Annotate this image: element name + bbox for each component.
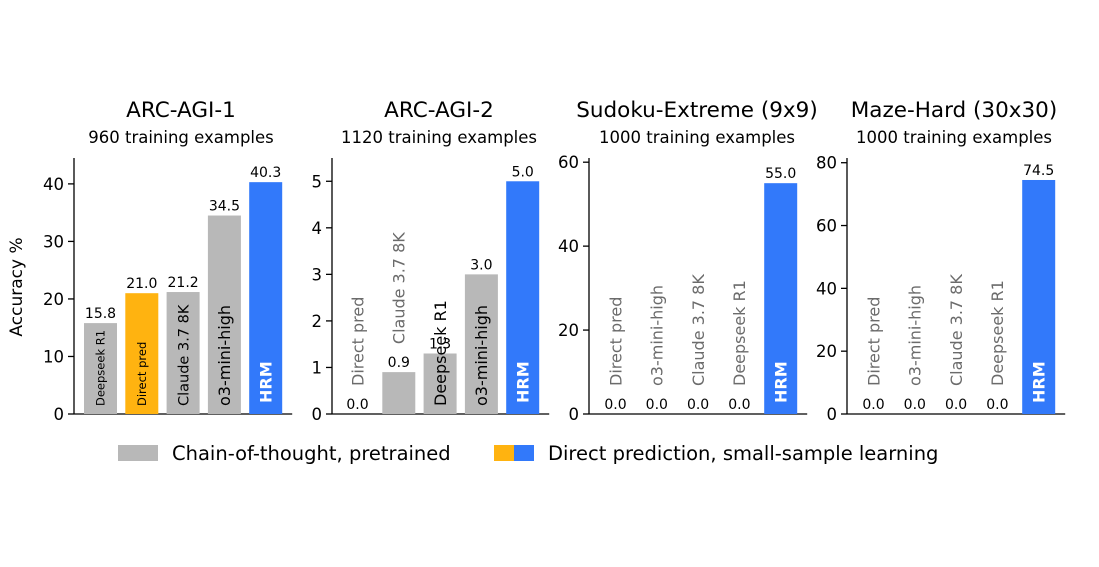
- y-tick-label: 80: [816, 154, 837, 173]
- legend-swatch: [514, 445, 534, 461]
- y-tick-label: 10: [43, 347, 64, 366]
- y-tick-label: 5: [312, 172, 323, 191]
- category-label: HRM: [513, 361, 532, 403]
- category-label: o3-mini-high: [648, 285, 667, 386]
- value-label: 0.0: [728, 397, 750, 413]
- legend-swatch: [118, 445, 158, 461]
- value-label: 0.0: [646, 397, 668, 413]
- legend-label: Direct prediction, small-sample learning: [548, 442, 938, 465]
- category-label: Deepseek R1: [988, 280, 1007, 386]
- y-tick-label: 0: [827, 405, 838, 424]
- panel-subtitle: 1000 training examples: [856, 128, 1052, 147]
- category-label: Direct pred: [135, 342, 149, 406]
- category-label: Claude 3.7 8K: [390, 232, 409, 344]
- y-tick-label: 0: [54, 405, 65, 424]
- value-label: 34.5: [209, 199, 240, 215]
- category-label: Claude 3.7 8K: [947, 274, 966, 386]
- legend-swatch: [494, 445, 514, 461]
- category-label: o3-mini-high: [215, 305, 234, 406]
- bar-deepseek-r1: [423, 353, 457, 414]
- value-label: 5.0: [512, 164, 534, 180]
- y-tick-label: 1: [312, 358, 323, 377]
- bar-hrm: [506, 181, 540, 414]
- bar-hrm: [1022, 179, 1056, 414]
- category-label: Claude 3.7 8K: [176, 304, 192, 406]
- y-tick-label: 2: [312, 312, 323, 331]
- y-axis-label: Accuracy %: [7, 237, 27, 336]
- value-label: 40.3: [250, 165, 281, 181]
- value-label: 55.0: [765, 166, 796, 182]
- value-label: 1.3: [429, 336, 451, 352]
- y-tick-label: 20: [558, 321, 579, 340]
- bar-claude-3-7-8k: [382, 372, 416, 414]
- category-label: Deepseek R1: [431, 300, 450, 406]
- legend: Chain-of-thought, pretrained Direct predi…: [118, 442, 938, 465]
- y-tick-label: 40: [43, 175, 64, 194]
- panel-2: ARC-AGI-2 1120 training examples 0 1 2 3 4 5 0.0…: [312, 98, 550, 424]
- category-label: HRM: [256, 361, 275, 403]
- legend-item-2: Direct prediction, small-sample learning: [494, 442, 938, 465]
- value-label: 0.0: [862, 397, 884, 413]
- panel-4: Maze-Hard (30x30) 1000 training examples 0…: [816, 98, 1066, 424]
- y-tick-label: 60: [558, 153, 579, 172]
- bar-o3-mini-high: [464, 274, 498, 414]
- value-label: 15.8: [85, 306, 116, 322]
- legend-label: Chain-of-thought, pretrained: [172, 442, 451, 465]
- y-tick-label: 20: [816, 342, 837, 361]
- legend-item-1: Chain-of-thought, pretrained: [118, 442, 451, 465]
- bar-hrm: [764, 183, 798, 414]
- category-label: Direct pred: [864, 297, 883, 386]
- bar-deepseek-r1: [84, 323, 117, 414]
- category-label: HRM: [771, 361, 790, 403]
- panel-subtitle: 1120 training examples: [341, 128, 537, 147]
- y-tick-label: 40: [816, 279, 837, 298]
- y-tick-label: 30: [43, 232, 64, 251]
- panel-3: Sudoku-Extreme (9x9) 1000 training exampl…: [558, 98, 818, 424]
- y-tick-label: 0: [312, 405, 323, 424]
- value-label: 21.2: [168, 275, 199, 291]
- y-tick-label: 3: [312, 265, 323, 284]
- value-label: 0.9: [388, 355, 410, 371]
- value-label: 0.0: [687, 397, 709, 413]
- category-label: HRM: [1029, 361, 1048, 403]
- panel-title: Maze-Hard (30x30): [851, 98, 1058, 123]
- value-label: 0.0: [986, 397, 1008, 413]
- category-label: o3-mini-high: [906, 285, 925, 386]
- panel-title: Sudoku-Extreme (9x9): [576, 98, 817, 123]
- bar-o3-mini-high: [207, 215, 241, 414]
- category-label: Claude 3.7 8K: [689, 274, 708, 386]
- category-label: o3-mini-high: [472, 305, 491, 406]
- y-tick-label: 20: [43, 290, 64, 309]
- y-tick-label: 0: [569, 405, 580, 424]
- value-label: 0.0: [604, 397, 626, 413]
- value-label: 0.0: [945, 397, 967, 413]
- value-label: 0.0: [346, 397, 368, 413]
- panel-1: ARC-AGI-1 960 training examples 0 10 20 30 40 1…: [43, 98, 293, 424]
- y-tick-label: 60: [816, 217, 837, 236]
- value-label: 21.0: [126, 276, 157, 292]
- category-label: Direct pred: [606, 297, 625, 386]
- category-label: Direct pred: [348, 297, 367, 386]
- bar-hrm: [249, 182, 283, 414]
- panel-title: ARC-AGI-1: [126, 98, 236, 123]
- value-label: 0.0: [904, 397, 926, 413]
- panel-subtitle: 960 training examples: [88, 128, 274, 147]
- panel-title: ARC-AGI-2: [384, 98, 494, 123]
- y-tick-label: 40: [558, 237, 579, 256]
- bar-claude-3-7-8k: [166, 292, 200, 414]
- panel-subtitle: 1000 training examples: [599, 128, 795, 147]
- bar-direct-pred: [125, 293, 159, 414]
- value-label: 3.0: [470, 257, 492, 273]
- category-label: Deepseek R1: [94, 330, 108, 406]
- y-tick-label: 4: [312, 219, 323, 238]
- category-label: Deepseek R1: [730, 280, 749, 386]
- value-label: 74.5: [1023, 163, 1054, 179]
